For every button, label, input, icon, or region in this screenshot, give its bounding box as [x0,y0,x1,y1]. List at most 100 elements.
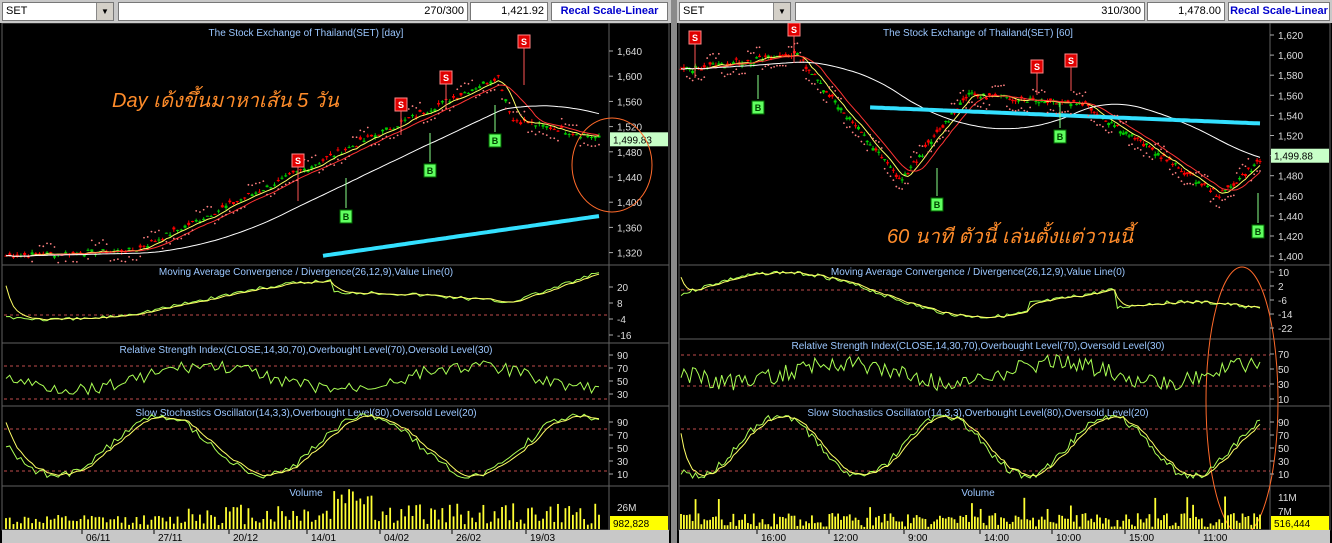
candle-body [459,93,463,96]
right-symbol-select[interactable]: SET ▼ [679,2,791,21]
candle-body [571,133,575,135]
sar-dot [1200,174,1203,177]
candle-body [384,127,388,130]
chevron-down-icon[interactable]: ▼ [773,3,790,20]
candle-body [1017,100,1021,102]
volume-tick-label: 11M [1278,493,1297,504]
candle-body [810,74,814,76]
sar-dot [953,102,956,105]
sar-dot [116,258,119,260]
candle-body [900,179,904,181]
candle-body [979,97,983,99]
sar-dot [452,105,455,108]
buy-signal [1251,224,1265,239]
sar-dot [1244,165,1247,168]
sar-dot [1247,157,1250,160]
sar-dot [845,126,848,129]
sar-dot [497,84,500,86]
indicator-tick-label: 70 [617,364,629,375]
candle-body [1255,159,1259,162]
candle-body [740,63,744,67]
sar-dot [1238,167,1241,170]
candle-body [396,126,400,128]
candle-body [135,250,139,252]
left-recal-scale-button[interactable]: Recal Scale-Linear [551,2,668,21]
chevron-down-icon[interactable]: ▼ [96,3,113,20]
candle-body [993,93,997,96]
sar-dot [904,182,906,185]
candle-body [1095,113,1099,116]
sar-dot [1037,91,1040,94]
candle-body [194,219,198,222]
right-recal-scale-button[interactable]: Recal Scale-Linear [1228,2,1330,21]
candle-body [952,112,956,114]
candle-body [923,144,927,147]
candle-body [1107,123,1111,126]
sar-dot [195,209,198,212]
sar-dot [221,215,224,218]
candle-body [1139,139,1143,141]
sar-dot [1046,111,1049,114]
right-last-value: 1,478.00 [1147,2,1225,21]
sar-dot [1232,194,1235,197]
sar-dot [351,136,354,138]
sar-dot [735,68,738,71]
candle-body [827,95,831,97]
candle-body [254,192,258,194]
price-tick-label: 1,440 [1278,212,1303,223]
candle-body [1014,100,1018,102]
sar-dot [747,50,749,53]
candle-body [848,117,852,120]
ma-long-line [870,105,1261,126]
sar-dot [712,52,714,55]
sar-dot [426,120,429,123]
sar-dot [1209,200,1212,203]
sar-dot [251,184,254,187]
indicator-line [5,413,600,479]
candle-body [1008,98,1012,100]
sar-dot [773,65,776,68]
panel-divider[interactable] [671,0,677,543]
sar-dot [90,239,93,242]
sar-dot [1253,173,1256,176]
candle-body [1249,170,1253,172]
sar-dot [1099,123,1101,126]
price-tick-label: 1,460 [1278,192,1303,203]
sar-dot [139,255,142,258]
indicator-tick-label: 10 [1278,395,1290,406]
sar-dot [1151,158,1154,161]
candle-body [366,135,370,137]
candle-body [894,174,898,177]
sar-dot [796,42,799,45]
sar-dot [501,98,503,100]
candle-body [961,98,965,101]
candle-body [973,93,977,96]
candle-body [511,120,515,122]
sar-dot [1171,173,1174,176]
candle-body [1043,101,1047,104]
sar-dot [553,137,556,140]
sar-dot [385,135,388,138]
sar-dot [273,192,276,195]
sar-dot [1125,121,1128,123]
ma-slow-line [680,61,1261,158]
right-bar-count: 310/300 [795,2,1145,21]
candle-body [1194,182,1198,184]
sar-dot [776,64,778,67]
indicator-tick-label: 70 [1278,350,1290,361]
sar-dot [930,150,933,153]
candle-body [769,58,773,60]
indicator-tick-label: -16 [617,331,632,342]
candle-body [157,239,161,241]
sar-dot [180,237,183,240]
left-symbol-select[interactable]: SET ▼ [2,2,114,21]
candle-body [418,109,422,112]
sar-dot [892,179,895,182]
indicator-tick-label: 30 [1278,380,1290,391]
sar-dot [1055,112,1058,115]
price-tick-label: 1,440 [617,173,642,184]
sar-dot [146,236,149,238]
sar-dot [816,88,819,91]
price-tick-label: 1,360 [617,223,642,234]
candle-body [593,136,597,139]
